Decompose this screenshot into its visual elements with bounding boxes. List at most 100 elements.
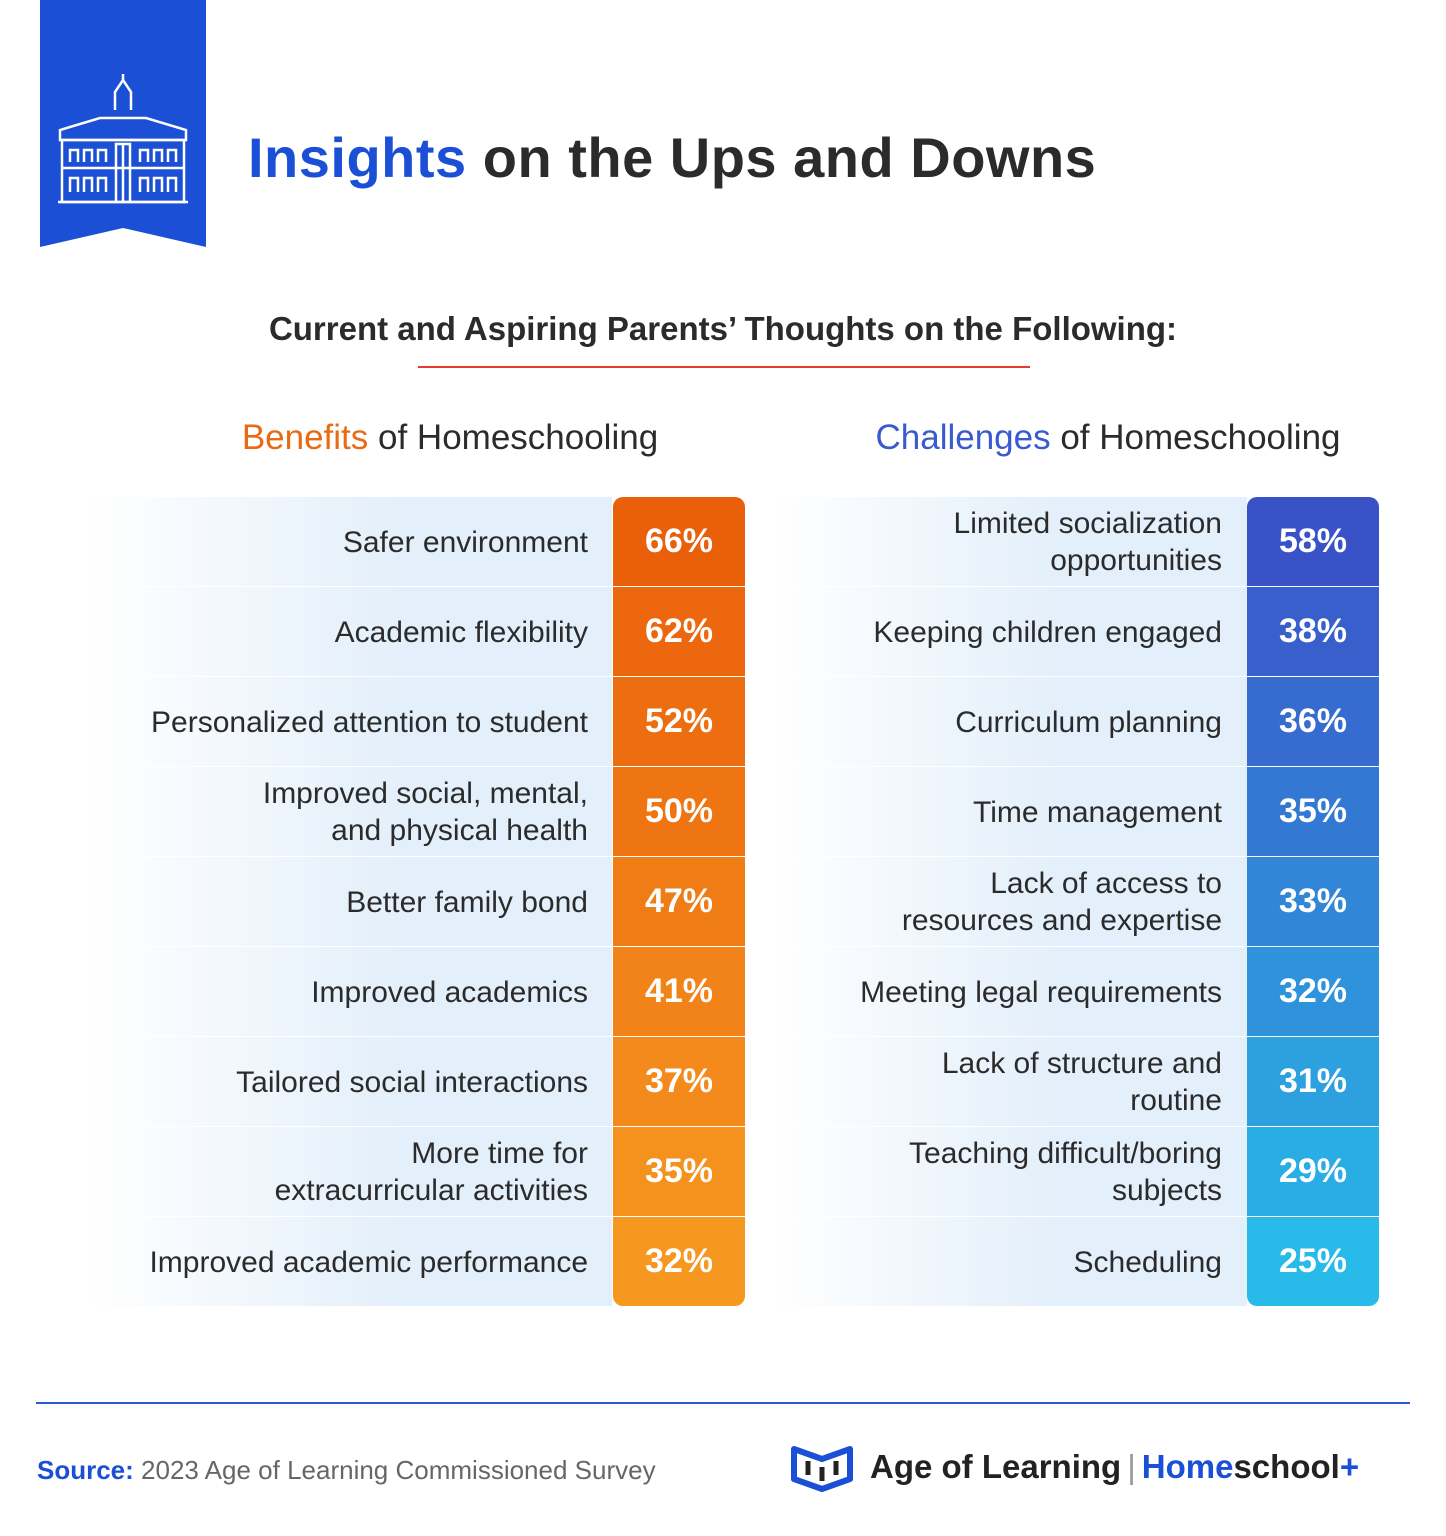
label-line: Time management	[973, 795, 1222, 829]
label-line: Improved social, mental,	[262, 777, 588, 810]
label-line: routine	[1130, 1084, 1222, 1117]
row-background	[770, 587, 1247, 676]
row-label: Improved academic performance	[28, 1217, 588, 1307]
label-line: Better family bond	[346, 885, 588, 919]
title-rest: on the Ups and Downs	[482, 126, 1097, 189]
label-line: Tailored social interactions	[236, 1065, 588, 1099]
label-line: Scheduling	[1073, 1245, 1222, 1279]
heading-highlight: Benefits	[241, 418, 369, 457]
source-text: 2023 Age of Learning Commissioned Survey	[141, 1455, 656, 1485]
value-box: 47%	[613, 857, 745, 946]
heading-rest: of Homeschooling	[1060, 418, 1341, 457]
label-line: Lack of access to	[990, 867, 1222, 900]
label-line: Curriculum planning	[955, 705, 1222, 739]
row-label: Tailored social interactions	[28, 1037, 588, 1127]
label-line: Meeting legal requirements	[860, 975, 1222, 1009]
value-box: 25%	[1247, 1217, 1379, 1306]
row-background	[770, 857, 1247, 946]
row-label: Lack of access to resources and expertise	[662, 857, 1222, 947]
value-box: 35%	[1247, 767, 1379, 856]
value-box: 52%	[613, 677, 745, 766]
row-background	[770, 947, 1247, 1036]
value-box: 29%	[1247, 1127, 1379, 1216]
row-label: Better family bond	[28, 857, 588, 947]
row-background	[85, 1217, 612, 1306]
row-label: More time for extracurricular activities	[28, 1127, 588, 1217]
benefits-heading: Benefits of Homeschooling	[200, 418, 700, 458]
label-line: Keeping children engaged	[873, 615, 1222, 649]
value-box: 31%	[1247, 1037, 1379, 1126]
row-background	[85, 587, 612, 676]
label-line: resources and expertise	[901, 904, 1222, 937]
brand-name: Age of Learning	[870, 1448, 1122, 1485]
row-background	[770, 767, 1247, 856]
product-plus: +	[1339, 1448, 1360, 1485]
product-highlight: Home	[1141, 1448, 1234, 1485]
brand-separator: |	[1127, 1448, 1136, 1485]
label-line: Limited socialization	[953, 507, 1222, 540]
row-label: Personalized attention to student	[28, 677, 588, 767]
source: Source: 2023 Age of Learning Commissione…	[37, 1455, 656, 1486]
row-background	[85, 1037, 612, 1126]
row-label: Limited socialization opportunities	[662, 497, 1222, 587]
footer-line	[36, 1402, 1410, 1404]
label-line: extracurricular activities	[274, 1174, 588, 1207]
label-line: Academic flexibility	[334, 615, 588, 649]
row-label: Meeting legal requirements	[662, 947, 1222, 1037]
row-background	[770, 1217, 1247, 1306]
row-background	[770, 1037, 1247, 1126]
label-line: Safer environment	[342, 525, 588, 559]
value-box: 35%	[613, 1127, 745, 1216]
label-line: subjects	[1111, 1174, 1222, 1207]
value-box: 41%	[613, 947, 745, 1036]
label-line: More time for	[411, 1137, 588, 1170]
title-highlight: Insights	[248, 126, 467, 189]
value-box: 58%	[1247, 497, 1379, 586]
label-line: and physical health	[331, 814, 588, 847]
row-label: Keeping children engaged	[662, 587, 1222, 677]
brand: Age of Learning | Homeschool+	[870, 1448, 1359, 1486]
divider	[418, 366, 1030, 368]
row-label: Time management	[662, 767, 1222, 857]
label-line: Teaching difficult/boring	[909, 1137, 1222, 1170]
row-background	[770, 497, 1247, 586]
row-label: Teaching difficult/boring subjects	[662, 1127, 1222, 1217]
label-line: Lack of structure and	[941, 1047, 1222, 1080]
logo-icon	[791, 1446, 853, 1492]
row-background	[85, 857, 612, 946]
value-box: 38%	[1247, 587, 1379, 676]
source-label: Source:	[37, 1455, 134, 1485]
row-label: Improved academics	[28, 947, 588, 1037]
row-label: Scheduling	[662, 1217, 1222, 1307]
value-box: 36%	[1247, 677, 1379, 766]
row-label: Safer environment	[28, 497, 588, 587]
row-label: Improved social, mental, and physical hea…	[28, 767, 588, 857]
row-background	[770, 677, 1247, 766]
value-box: 32%	[613, 1217, 745, 1306]
row-background	[770, 1127, 1247, 1216]
heading-highlight: Challenges	[875, 418, 1051, 457]
row-background	[85, 677, 612, 766]
product-rest: school	[1233, 1448, 1340, 1485]
value-box: 32%	[1247, 947, 1379, 1036]
challenges-heading: Challenges of Homeschooling	[858, 418, 1358, 458]
row-label: Lack of structure and routine	[662, 1037, 1222, 1127]
value-box: 37%	[613, 1037, 745, 1126]
label-line: Improved academics	[311, 975, 588, 1009]
value-box: 50%	[613, 767, 745, 856]
row-background	[85, 947, 612, 1036]
row-label: Academic flexibility	[28, 587, 588, 677]
value-box: 62%	[613, 587, 745, 676]
row-background	[85, 497, 612, 586]
label-line: Improved academic performance	[149, 1245, 588, 1279]
value-box: 66%	[613, 497, 745, 586]
row-label: Curriculum planning	[662, 677, 1222, 767]
label-line: Personalized attention to student	[151, 705, 588, 739]
label-line: opportunities	[1050, 544, 1222, 577]
subtitle: Current and Aspiring Parents’ Thoughts o…	[268, 310, 1178, 347]
banner	[40, 0, 206, 247]
row-background	[85, 767, 612, 856]
value-box: 33%	[1247, 857, 1379, 946]
heading-rest: of Homeschooling	[378, 418, 659, 457]
